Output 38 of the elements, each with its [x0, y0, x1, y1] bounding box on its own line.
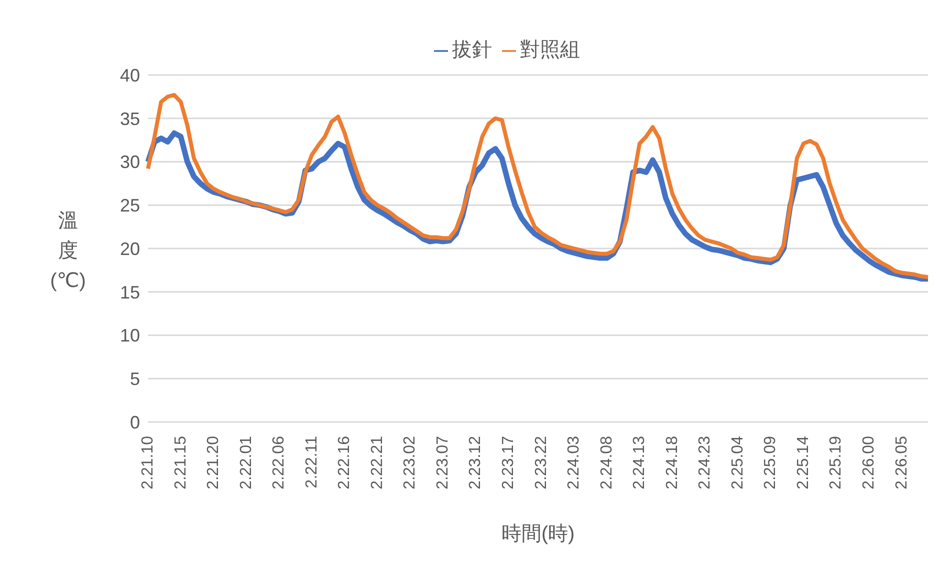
y-tick-label: 30 — [120, 152, 140, 172]
x-tick-label: 2.25.19 — [828, 436, 845, 490]
x-axis-title: 時間(時) — [500, 522, 576, 547]
x-tick-label: 2.21.10 — [140, 436, 156, 490]
legend-label: 對照組 — [520, 39, 580, 61]
x-tick-label: 2.25.04 — [729, 436, 746, 490]
y-axis-title: 溫度(℃) — [49, 209, 87, 294]
x-tick-label: 2.23.12 — [467, 436, 484, 490]
y-tick-label: 25 — [120, 196, 140, 216]
x-tick-label: 2.21.15 — [172, 436, 190, 490]
x-tick-label: 2.23.07 — [434, 436, 452, 490]
y-tick-label: 40 — [120, 65, 140, 86]
x-tick-label: 2.23.22 — [532, 436, 550, 490]
x-tick-label: 2.22.01 — [238, 436, 255, 490]
x-tick-label: 2.22.21 — [368, 436, 386, 490]
line-series — [146, 92, 930, 280]
x-tick-label: 2.22.06 — [270, 436, 288, 490]
x-tick-label: 2.23.02 — [402, 436, 419, 490]
y-tick-label: 35 — [120, 108, 140, 129]
x-tick-label: 2.22.16 — [336, 436, 354, 490]
legend-label: 拔針 — [452, 39, 492, 61]
x-tick-label: 2.26.00 — [860, 436, 878, 490]
x-tick-label: 2.26.05 — [893, 436, 910, 490]
y-tick-label: 20 — [120, 238, 140, 259]
x-tick-label: 2.21.20 — [205, 436, 222, 490]
x-tick-label: 2.24.03 — [566, 436, 583, 490]
y-tick-label: 15 — [120, 282, 140, 302]
x-tick-label: 2.25.09 — [762, 436, 780, 490]
y-tick-label: 10 — [120, 326, 140, 346]
x-tick-label: 2.25.14 — [794, 436, 812, 490]
x-tick-label: 2.22.11 — [303, 436, 320, 488]
y-tick-label: 5 — [130, 369, 140, 390]
x-tick-label: 2.24.23 — [696, 436, 714, 490]
x-tick-label: 2.24.13 — [631, 436, 648, 490]
x-tick-label: 2.24.08 — [598, 436, 616, 490]
x-tick-label: 2.24.18 — [664, 436, 681, 490]
y-tick-label: 0 — [130, 412, 140, 432]
x-tick-label: 2.23.17 — [500, 436, 518, 490]
